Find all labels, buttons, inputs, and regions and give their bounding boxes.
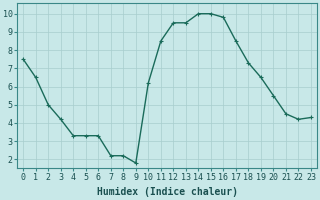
- X-axis label: Humidex (Indice chaleur): Humidex (Indice chaleur): [97, 187, 237, 197]
